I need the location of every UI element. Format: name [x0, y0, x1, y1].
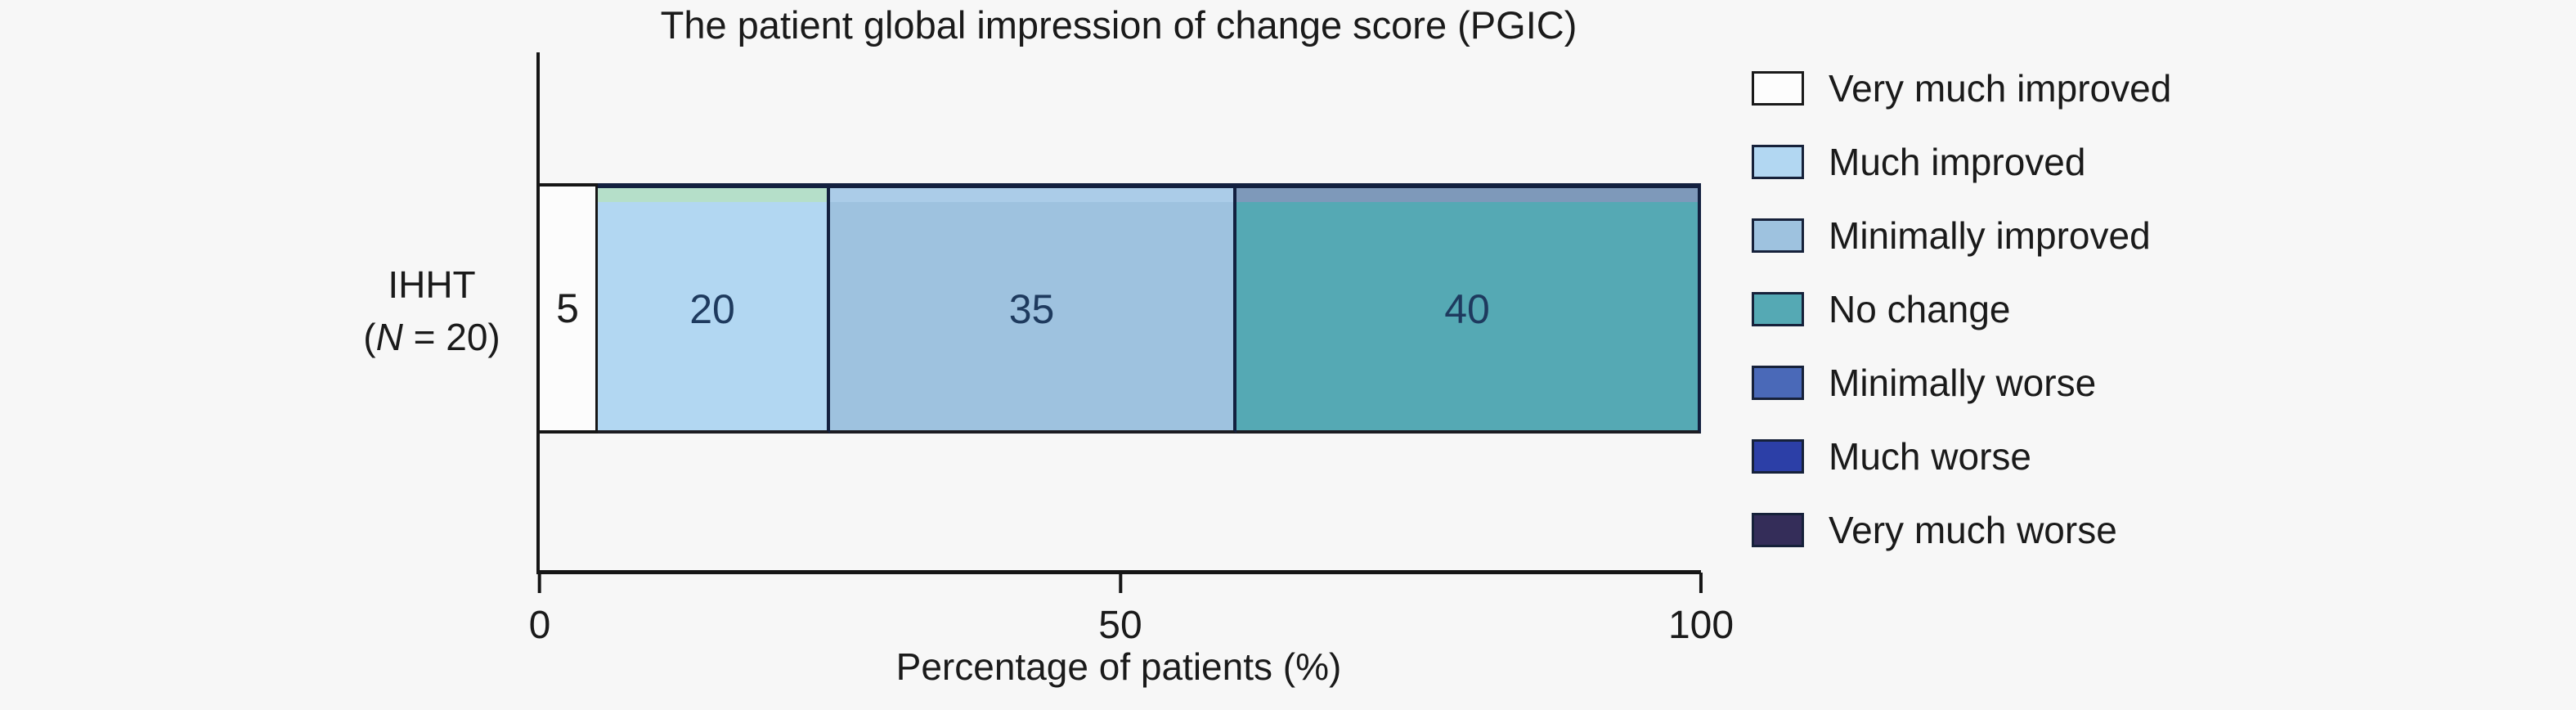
- legend-item-minimally-improved: Minimally improved: [1752, 214, 2171, 257]
- chart-title: The patient global impression of change …: [660, 3, 1577, 47]
- x-tick-mark: [1118, 573, 1122, 593]
- segment-top-strip: [1236, 188, 1698, 202]
- plot-area: 5 20 35 40: [536, 52, 1701, 574]
- legend-label: Minimally improved: [1829, 214, 2151, 257]
- legend-swatch: [1752, 71, 1804, 106]
- segment-top-strip: [830, 188, 1233, 202]
- legend-item-minimally-worse: Minimally worse: [1752, 362, 2171, 404]
- legend-label: Very much worse: [1829, 509, 2117, 551]
- legend-swatch: [1752, 145, 1804, 179]
- x-tick-mark: [537, 573, 541, 593]
- segment-value-label: 35: [1008, 286, 1055, 332]
- legend-item-much-worse: Much worse: [1752, 435, 2171, 478]
- legend-item-very-much-improved: Very much improved: [1752, 67, 2171, 110]
- legend-label: Much improved: [1829, 141, 2086, 183]
- x-axis-ticks: 0 50 100: [529, 573, 1734, 687]
- legend-swatch: [1752, 292, 1804, 326]
- legend-swatch: [1752, 218, 1804, 253]
- y-category-label: IHHT (N = 20): [309, 258, 554, 363]
- bar-segment-much-improved: 20: [598, 183, 830, 434]
- segment-value-label: 5: [556, 285, 579, 331]
- legend-item-much-improved: Much improved: [1752, 141, 2171, 183]
- segment-top-strip: [598, 188, 827, 202]
- segment-value-label: 20: [689, 286, 735, 332]
- legend-item-no-change: No change: [1752, 288, 2171, 330]
- x-tick-label: 0: [528, 604, 551, 647]
- legend: Very much improved Much improved Minimally…: [1752, 67, 2171, 586]
- legend-item-very-much-worse: Very much worse: [1752, 509, 2171, 551]
- legend-swatch: [1752, 513, 1804, 547]
- y-category-line2: (N = 20): [363, 316, 500, 358]
- bar-segment-minimally-improved: 35: [830, 183, 1236, 434]
- legend-swatch: [1752, 366, 1804, 400]
- x-axis-title: Percentage of patients (%): [895, 645, 1342, 688]
- legend-swatch: [1752, 439, 1804, 474]
- x-tick-100: 100: [1668, 573, 1734, 647]
- legend-label: Very much improved: [1829, 67, 2172, 110]
- legend-label: Minimally worse: [1829, 362, 2097, 404]
- segment-value-label: 40: [1444, 286, 1490, 332]
- legend-label: No change: [1829, 288, 2011, 330]
- bar-segment-very-much-improved: 5: [540, 183, 598, 434]
- stacked-bar: 5 20 35 40: [540, 183, 1701, 434]
- x-tick-label: 50: [1098, 604, 1142, 647]
- x-tick-50: 50: [1098, 573, 1142, 647]
- y-category-line1: IHHT: [388, 263, 476, 306]
- bar-segment-no-change: 40: [1236, 183, 1701, 434]
- x-tick-label: 100: [1667, 604, 1735, 647]
- x-tick-mark: [1699, 573, 1703, 593]
- legend-label: Much worse: [1829, 435, 2031, 478]
- x-tick-0: 0: [528, 573, 551, 647]
